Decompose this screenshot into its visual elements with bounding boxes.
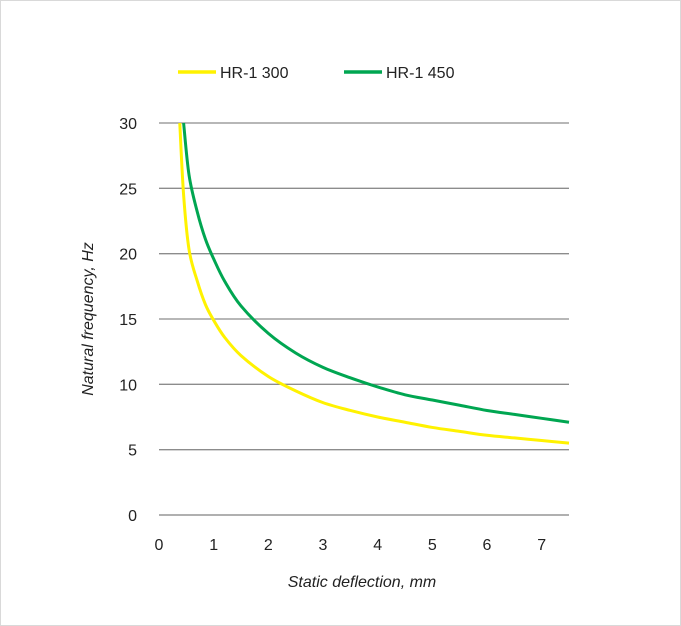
series-lines [178, 122, 570, 445]
y-tick-label: 10 [119, 377, 137, 394]
legend-label-1: HR-1 450 [386, 65, 455, 82]
gridlines [159, 122, 569, 516]
x-tick-label: 0 [155, 537, 164, 554]
legend: HR-1 300 HR-1 450 [178, 65, 455, 82]
x-tick-label: 7 [537, 537, 546, 554]
y-tick-label: 0 [128, 508, 137, 525]
y-tick-label: 20 [119, 247, 137, 264]
x-tick-label: 6 [483, 537, 492, 554]
x-tick-label: 2 [264, 537, 273, 554]
y-axis-ticks: 0 5 10 15 20 25 30 [119, 116, 137, 525]
series-line-0 [178, 122, 570, 445]
x-tick-label: 1 [209, 537, 218, 554]
x-axis-title: Static deflection, mm [288, 574, 437, 591]
x-tick-label: 4 [373, 537, 382, 554]
y-axis-title: Natural frequency, Hz [80, 242, 97, 396]
y-tick-label: 25 [119, 181, 137, 198]
series-line-1 [182, 122, 570, 424]
y-tick-label: 5 [128, 443, 137, 460]
y-tick-label: 15 [119, 312, 137, 329]
y-tick-label: 30 [119, 116, 137, 133]
legend-label-0: HR-1 300 [220, 65, 289, 82]
x-axis-ticks: 0 1 2 3 4 5 6 7 [155, 537, 547, 554]
x-tick-label: 3 [319, 537, 328, 554]
x-tick-label: 5 [428, 537, 437, 554]
